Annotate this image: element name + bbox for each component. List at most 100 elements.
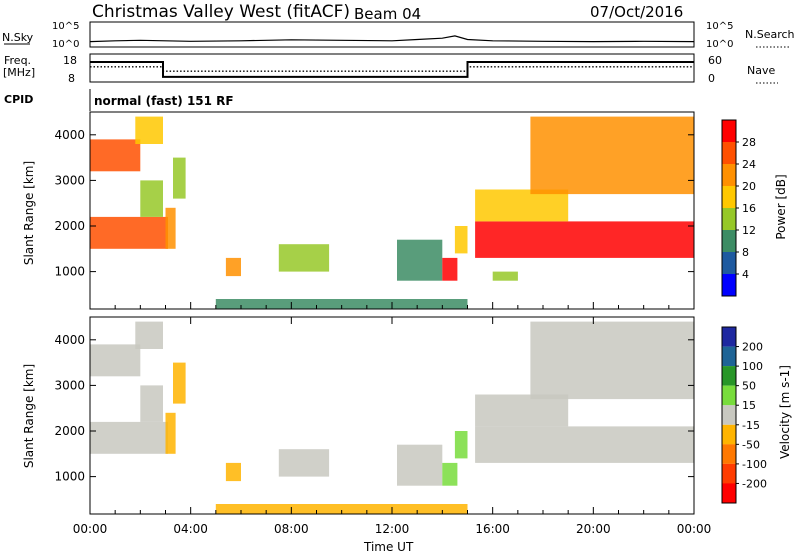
power-yticks-tick-1: 3000	[54, 173, 85, 187]
power-cbar-swatch-5	[722, 230, 736, 253]
beam-label: Beam 04	[354, 5, 421, 23]
power-cbar-swatch-4	[722, 208, 736, 231]
power-cbar-tick-6: 4	[742, 268, 749, 281]
x-tick-1: 04:00	[173, 522, 208, 536]
cpid-label: CPID	[4, 93, 33, 106]
power-marks-cell-7	[278, 244, 330, 272]
power-marks-cell-11	[475, 221, 694, 258]
vel-cbar-swatch-5	[722, 424, 736, 445]
vel-marks-cell-5	[173, 362, 186, 404]
vel-cbar-swatch-6	[722, 444, 736, 464]
power-y-label: Slant Range [km]	[22, 161, 36, 265]
vel-marks-cell-12	[475, 394, 569, 427]
vel-yticks-tick-1: 3000	[54, 378, 85, 392]
vel-cbar-swatch-0	[722, 327, 736, 347]
velocity-y-label: Slant Range [km]	[22, 364, 36, 468]
power-cbar-tick-3: 16	[742, 202, 756, 215]
power-cbar-swatch-3	[722, 186, 736, 209]
power-cbar-swatch-1	[722, 142, 736, 165]
velocity-colorbar-label: Velocity [m s-1]	[778, 365, 792, 459]
vel-yticks-tick-0: 4000	[54, 333, 85, 347]
vel-cbar-swatch-2	[722, 366, 736, 386]
vel-cbar-tick-5: -50	[742, 438, 760, 451]
vel-marks-cell-10	[454, 431, 468, 459]
vel-marks-cell-14	[215, 504, 468, 514]
time-x-axis: 00:00 04:00 08:00 12:00 16:00 20:00 00:00	[73, 302, 712, 536]
power-marks-cell-13	[530, 116, 694, 195]
x-tick-6: 00:00	[677, 522, 712, 536]
vel-marks-cell-4	[165, 412, 176, 454]
velocity-y-axis: 4000 3000 2000 1000	[54, 333, 694, 484]
vel-marks-cell-13	[530, 321, 694, 400]
vel-cbar-tick-6: -100	[742, 458, 767, 471]
vel-cbar-swatch-3	[722, 385, 736, 406]
freq-tick-top: 18	[63, 54, 77, 67]
power-cbar-swatch-7	[722, 274, 736, 297]
x-tick-0: 00:00	[73, 522, 108, 536]
power-colorbar-label: Power [dB]	[774, 174, 788, 239]
vel-cbar-tick-7: -200	[742, 477, 767, 490]
vel-cbar-tick-0: 200	[742, 341, 763, 354]
vel-marks-cell-2	[135, 321, 163, 349]
vel-marks-cell-7	[278, 449, 330, 477]
nave-label: Nave	[747, 64, 775, 77]
nsky-panel-frame	[89, 21, 695, 48]
vel-yticks-tick-3: 1000	[54, 470, 85, 484]
nave-tick-bottom: 0	[708, 72, 715, 85]
vel-cbar-tick-1: 100	[742, 360, 763, 373]
power-marks-cell-1	[90, 139, 141, 172]
vel-yticks-tick-2: 2000	[54, 424, 85, 438]
vel-marks-cell-11	[475, 426, 694, 463]
vel-cbar-tick-2: 50	[742, 380, 756, 393]
nave-series-line	[90, 66, 694, 72]
station-title: Christmas Valley West (fitACF)	[92, 2, 350, 22]
power-marks-cell-4	[165, 207, 176, 249]
vel-marks-cell-3	[140, 385, 163, 422]
power-yticks-tick-0: 4000	[54, 128, 85, 142]
x-axis-label: Time UT	[363, 540, 414, 554]
vel-marks-cell-1	[90, 344, 141, 377]
power-marks-cell-0	[90, 216, 168, 249]
vel-marks-cell-8	[397, 444, 443, 486]
vel-cbar-tick-3: 15	[742, 399, 756, 412]
nsearch-label: N.Search	[745, 28, 795, 41]
nsearch-tick-top: 10^5	[706, 21, 733, 32]
nsky-series-line	[89, 35, 695, 43]
power-heatmap	[90, 116, 694, 309]
freq-series-line	[90, 61, 694, 78]
power-yticks-tick-2: 2000	[54, 219, 85, 233]
power-cbar-tick-5: 8	[742, 246, 749, 259]
freq-panel-frame	[89, 53, 695, 83]
x-tick-4: 16:00	[475, 522, 510, 536]
power-marks-cell-14	[492, 271, 518, 281]
vel-cbar-swatch-8	[722, 483, 736, 504]
power-marks-cell-12	[475, 189, 569, 222]
power-cbar-tick-1: 24	[742, 158, 756, 171]
velocity-colorbar: 200 100 50 15 -15 -50 -100 -200	[721, 326, 767, 504]
vel-marks-cell-9	[442, 462, 458, 486]
power-cbar-tick-4: 12	[742, 224, 756, 237]
x-tick-2: 08:00	[274, 522, 309, 536]
power-cbar-swatch-6	[722, 252, 736, 275]
freq-label: Freq.	[4, 54, 31, 67]
power-marks-cell-3	[140, 180, 163, 217]
nsearch-tick-bottom: 10^0	[706, 39, 733, 50]
vel-marks-cell-0	[90, 421, 168, 454]
vel-cbar-swatch-4	[722, 405, 736, 425]
power-marks-cell-15	[215, 299, 468, 309]
velocity-heatmap	[90, 321, 694, 514]
power-cbar-tick-2: 20	[742, 180, 756, 193]
power-marks-cell-10	[454, 226, 468, 254]
power-cbar-swatch-0	[722, 120, 736, 143]
power-cbar-tick-0: 28	[742, 136, 756, 149]
vel-cbar-swatch-1	[722, 346, 736, 367]
nsky-label: N.Sky	[2, 31, 34, 44]
power-marks-cell-2	[135, 116, 163, 144]
freq-tick-bottom: 8	[68, 72, 75, 85]
date-label: 07/Oct/2016	[590, 3, 683, 21]
power-y-axis: 4000 3000 2000 1000	[54, 128, 694, 279]
power-colorbar: 28 24 20 16 12 8 4	[721, 119, 756, 297]
power-cbar-swatch-2	[722, 164, 736, 187]
power-marks-cell-6	[225, 257, 241, 277]
